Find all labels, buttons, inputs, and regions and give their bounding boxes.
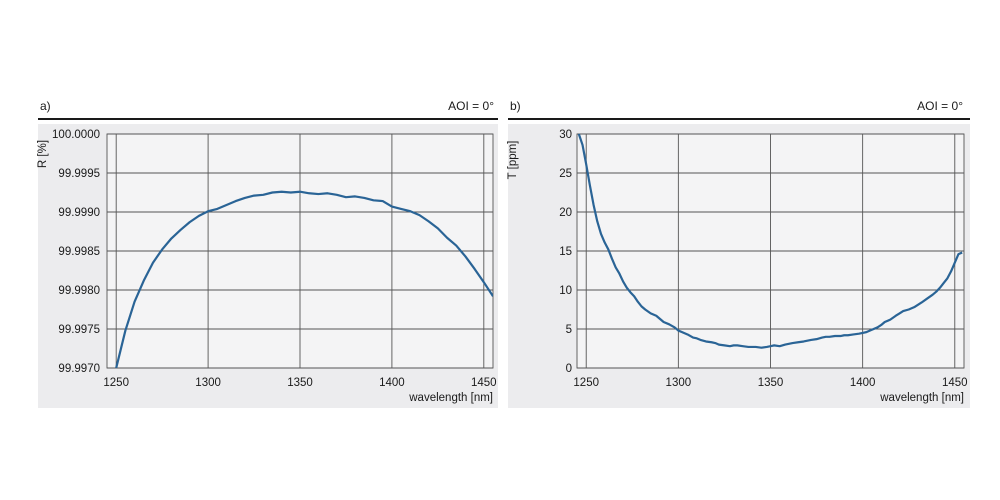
panel-b-y-tick-4: 20	[559, 207, 572, 219]
panel-b-y-tick-5: 25	[559, 168, 572, 180]
panel-a-x-tick-1250: 1250	[103, 377, 129, 389]
panel-a-y-axis-label: R [%]	[37, 140, 49, 168]
panel-b-y-tick-2: 10	[559, 285, 572, 297]
panel-b-y-tick-3: 15	[559, 246, 572, 258]
panel-b-x-tick-1300: 1300	[666, 377, 692, 389]
panel-a-y-tick-1: 99.9975	[58, 324, 100, 336]
panel-a-y-tick-6: 100.0000	[52, 129, 100, 141]
panel-a-condition: AOI = 0°	[448, 99, 494, 113]
panel-b-x-tick-1250: 1250	[573, 377, 599, 389]
panel-a-x-axis-label: wavelength [nm]	[408, 392, 493, 404]
panel-a-x-tick-1400: 1400	[379, 377, 405, 389]
panel-b-y-tick-6: 30	[559, 129, 572, 141]
panel-b: b) AOI = 0° 0 5 10 15 20 25 30 1250 1300 1350 140…	[507, 99, 970, 408]
panel-a-x-tick-1300: 1300	[195, 377, 221, 389]
panel-a-x-ticks: 1250 1300 1350 1400 1450	[103, 377, 496, 389]
panel-b-y-tick-1: 5	[566, 324, 572, 336]
panel-a-x-tick-1450: 1450	[471, 377, 497, 389]
panel-b-condition: AOI = 0°	[917, 99, 963, 113]
panel-a-y-ticks: 99.9970 99.9975 99.9980 99.9985 99.9990 99.99…	[52, 129, 100, 375]
panel-a-label: a)	[40, 99, 51, 113]
panel-a-y-tick-2: 99.9980	[58, 285, 100, 297]
panel-a-y-tick-0: 99.9970	[58, 363, 100, 375]
panel-b-x-tick-1350: 1350	[758, 377, 784, 389]
panel-a-grid	[107, 133, 493, 369]
panel-b-y-axis-label: T [ppm]	[507, 141, 519, 180]
panel-a: a) AOI = 0° 99.9970 99.9975 99.9980 99.9985…	[37, 99, 498, 408]
panel-a-y-tick-4: 99.9990	[58, 207, 100, 219]
panel-b-x-tick-1450: 1450	[942, 377, 968, 389]
panel-b-grid	[577, 133, 964, 369]
panel-b-x-tick-1400: 1400	[850, 377, 876, 389]
panel-b-x-axis-label: wavelength [nm]	[879, 392, 964, 404]
panel-a-y-tick-3: 99.9985	[58, 246, 100, 258]
panel-a-x-tick-1350: 1350	[287, 377, 313, 389]
panel-a-series-line	[115, 190, 493, 368]
panel-b-series-line	[577, 133, 963, 349]
panel-a-y-tick-5: 99.9995	[58, 168, 100, 180]
panel-b-y-tick-0: 0	[566, 363, 572, 375]
panel-b-y-ticks: 0 5 10 15 20 25 30	[559, 129, 572, 375]
panel-b-label: b)	[510, 99, 521, 113]
panel-b-x-ticks: 1250 1300 1350 1400 1450	[573, 377, 967, 389]
